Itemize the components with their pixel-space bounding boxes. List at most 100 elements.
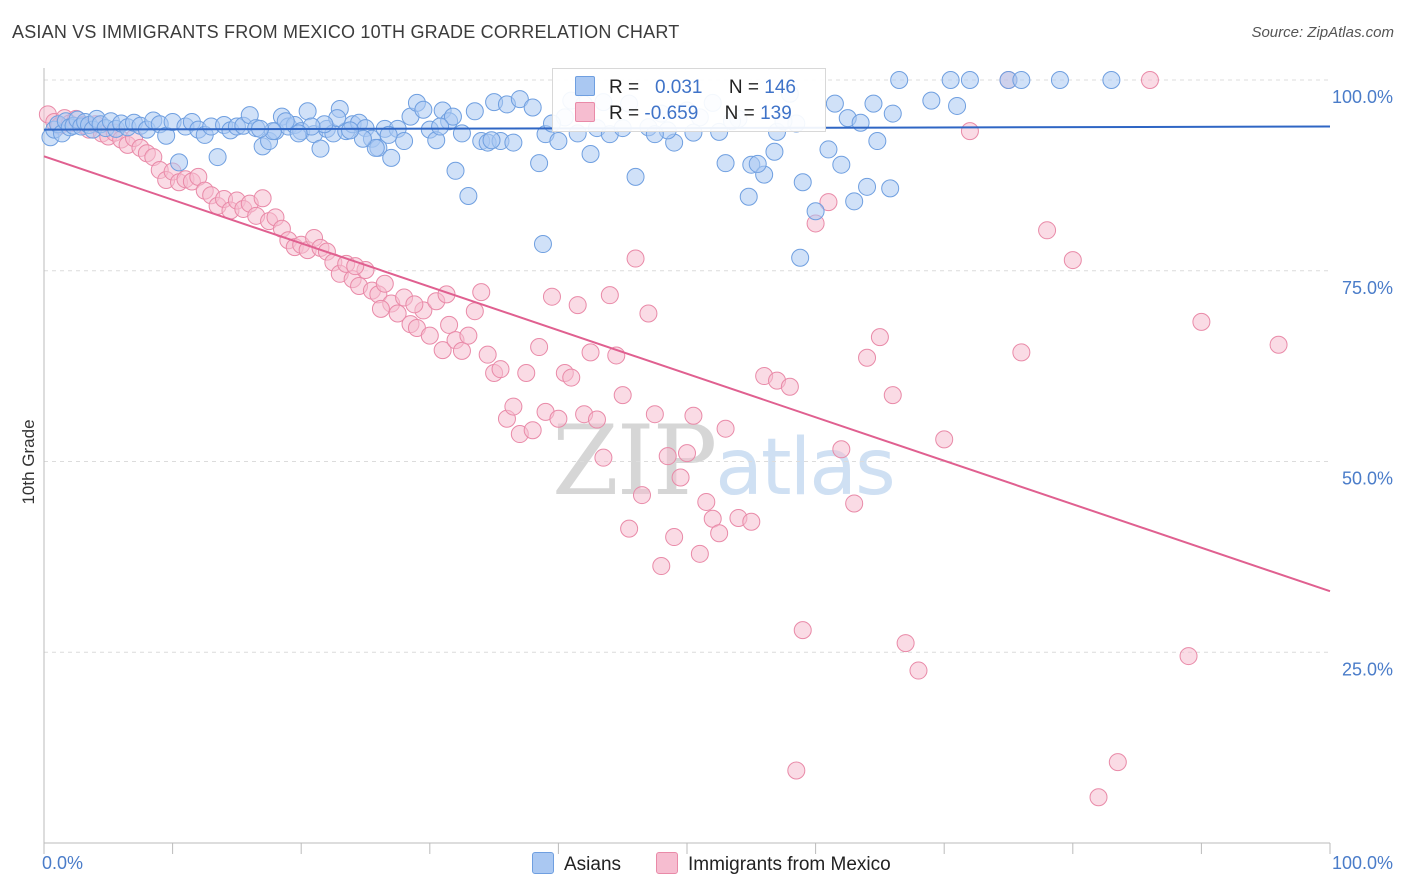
asians-point: [382, 148, 401, 167]
asians-point: [851, 113, 870, 132]
asians-point: [1050, 71, 1069, 89]
mexico-point: [465, 302, 484, 321]
mexico-point: [1089, 788, 1108, 807]
asians-point: [581, 145, 600, 164]
mexico-point: [909, 661, 928, 680]
mexico-point: [459, 326, 478, 345]
mexico-point: [433, 341, 452, 360]
asians-point: [443, 107, 462, 126]
grid-lines: [44, 79, 1330, 653]
asians-point: [208, 148, 227, 167]
asians-point: [459, 186, 478, 205]
mexico-legend-label: Immigrants from Mexico: [688, 854, 891, 875]
asians-point: [825, 94, 844, 113]
asians-point: [858, 177, 877, 196]
mexico-point: [883, 386, 902, 405]
mexico-point: [652, 557, 671, 576]
asians-point: [883, 104, 902, 123]
mexico-point: [1063, 251, 1082, 270]
mexico-point: [832, 440, 851, 459]
mexico-point: [388, 304, 407, 323]
legend-item-mexico: Immigrants from Mexico: [656, 852, 891, 876]
mexico-point: [620, 519, 639, 538]
mexico-point: [375, 274, 394, 293]
asians-point: [311, 139, 330, 158]
mexico-point: [632, 486, 651, 505]
mexico-point: [600, 286, 619, 305]
asians-point: [948, 96, 967, 115]
mexico-point: [568, 296, 587, 315]
asians-point: [353, 129, 372, 148]
asians-point: [941, 71, 960, 89]
asians-point: [819, 140, 838, 159]
asians-point: [960, 71, 979, 89]
asians-point: [881, 179, 900, 198]
mexico-point: [594, 448, 613, 467]
mexico-point: [819, 193, 838, 212]
asians-point: [431, 117, 450, 136]
mexico-point: [478, 345, 497, 364]
mexico-point: [787, 761, 806, 780]
legend-row-asians: R = 0.031 N = 146: [575, 76, 796, 100]
asians-point: [379, 125, 398, 144]
mexico-point: [371, 299, 390, 318]
asians-point: [366, 138, 385, 157]
asians-point: [549, 132, 568, 151]
asians-point: [533, 235, 552, 254]
mexico-point: [452, 341, 471, 360]
mexico-point: [420, 326, 439, 345]
mexico-point: [1012, 343, 1031, 362]
y-tick-label: 100.0%: [1332, 87, 1393, 107]
asians-point: [716, 154, 735, 173]
x-tick-label-min: 0.0%: [42, 853, 83, 873]
mexico-point: [780, 377, 799, 396]
mexico-point: [530, 338, 549, 357]
asians-point: [504, 133, 523, 152]
asians-point: [465, 102, 484, 121]
asians-point: [868, 132, 887, 151]
mexico-point: [658, 447, 677, 466]
mexico-point: [845, 494, 864, 513]
y-tick-label: 25.0%: [1342, 659, 1393, 679]
asians-legend-label: Asians: [564, 854, 622, 875]
mexico-point: [858, 348, 877, 367]
asians-point: [510, 90, 529, 109]
asians-r-value: 0.031: [654, 77, 703, 98]
asians-point: [395, 132, 414, 151]
mexico-point: [542, 287, 561, 306]
asians-point: [1102, 71, 1121, 89]
mexico-point: [870, 328, 889, 347]
asians-point: [482, 131, 501, 150]
asians-n-label: N =: [728, 77, 760, 98]
asians-legend-swatch: [532, 852, 554, 874]
asians-point: [289, 124, 308, 143]
mexico-trend-line: [43, 155, 1331, 593]
mexico-point: [405, 295, 424, 314]
legend-item-asians: Asians: [532, 852, 621, 876]
asians-point: [832, 155, 851, 174]
asians-point: [845, 192, 864, 211]
asians-point: [452, 124, 471, 143]
mexico-point: [1140, 71, 1159, 89]
x-tick-label-max: 100.0%: [1332, 853, 1393, 873]
asians-point: [523, 98, 542, 117]
mexico-n-label: N =: [724, 103, 755, 124]
asians-point: [793, 173, 812, 192]
mexico-swatch: [575, 102, 595, 122]
mexico-points: [38, 71, 1288, 807]
mexico-point: [517, 363, 536, 382]
mexico-point: [690, 544, 709, 563]
asians-point: [765, 142, 784, 161]
asians-point: [341, 121, 360, 140]
asians-r-label: R =: [609, 77, 640, 98]
y-axis-title: 10th Grade: [19, 419, 38, 504]
mexico-point: [639, 304, 658, 323]
asians-point: [806, 202, 825, 221]
mexico-point: [504, 397, 523, 416]
asians-point: [298, 102, 317, 121]
mexico-point: [1192, 312, 1211, 331]
mexico-point: [587, 410, 606, 429]
chart-source: Source: ZipAtlas.com: [1251, 24, 1394, 41]
correlation-legend: R = 0.031 N = 146 R = -0.659 N = 139: [552, 68, 826, 132]
